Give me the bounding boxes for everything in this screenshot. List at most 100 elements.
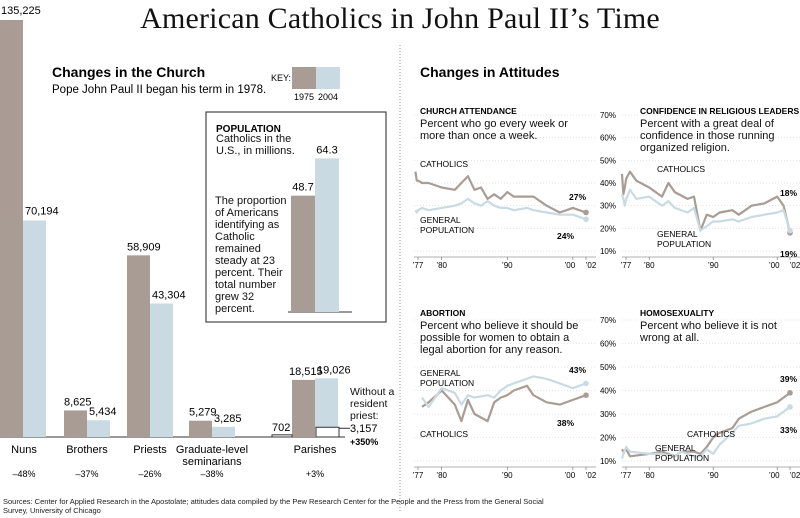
- y-tick-label: 10%: [600, 457, 616, 466]
- x-tick-label: ’80: [644, 261, 655, 270]
- population-bar: [315, 158, 339, 312]
- church-bar: [315, 378, 338, 437]
- series-end-label: 33%: [780, 425, 797, 435]
- population-box: [205, 111, 387, 323]
- sources-note: Sources: Center for Applied Research in …: [3, 497, 544, 515]
- church-category-label: Graduate-level: [176, 444, 248, 456]
- church-change-label: –48%: [12, 469, 35, 479]
- series-name-label: CATHOLICS: [687, 429, 735, 439]
- series-name-label: GENERAL: [655, 443, 696, 453]
- series-name-label: POPULATION: [420, 225, 474, 235]
- main-title: American Catholics in John Paul II’s Tim…: [140, 2, 660, 35]
- church-category-label: Nuns: [11, 444, 37, 456]
- church-category-label: seminarians: [182, 456, 242, 468]
- church-bar: [189, 420, 212, 437]
- x-tick-label: ’90: [502, 471, 513, 480]
- x-tick-label: ’90: [502, 261, 513, 270]
- series-end-point: [787, 390, 793, 396]
- key-label: KEY:: [271, 73, 291, 83]
- panel-title: HOMOSEXUALITY: [640, 308, 714, 318]
- y-tick-label: 70%: [600, 316, 616, 325]
- population-bar-label: 64.3: [316, 144, 337, 156]
- church-change-label: –26%: [138, 469, 161, 479]
- panel-subtitle-homosexuality: Percent who believe it is not wrong at a…: [640, 320, 777, 344]
- series-line: [621, 392, 791, 458]
- panel-subtitle-confidence: Percent with a great deal of confidence …: [640, 118, 775, 154]
- church-bar: [64, 410, 87, 437]
- y-tick-label: 20%: [600, 224, 616, 233]
- church-bar-label: 135,225: [1, 5, 41, 17]
- series-end-label: 38%: [557, 418, 574, 428]
- church-change-label: –38%: [200, 469, 223, 479]
- key-year-1975: 1975: [294, 92, 314, 102]
- x-tick-label: ’00: [769, 471, 780, 480]
- church-category-label: Parishes: [294, 444, 337, 456]
- church-bar-label: 8,625: [64, 396, 92, 408]
- x-tick-label: ’02: [790, 471, 800, 480]
- series-line: [620, 188, 792, 232]
- series-name-label: CATHOLICS: [420, 429, 468, 439]
- series-name-label: GENERAL: [420, 215, 461, 225]
- y-tick-label: 70%: [600, 111, 616, 120]
- key-year-2004: 2004: [318, 92, 338, 102]
- x-tick-label: ’80: [436, 471, 447, 480]
- y-tick-label: 50%: [600, 363, 616, 372]
- series-name-label: POPULATION: [657, 239, 711, 249]
- church-category-label: Brothers: [66, 444, 108, 456]
- y-tick-label: 50%: [600, 156, 616, 165]
- x-tick-label: ’90: [708, 261, 719, 270]
- x-tick-label: ’80: [436, 261, 447, 270]
- church-bar-label: 3,285: [214, 413, 242, 425]
- panel-subtitle-abortion: Percent who believe it should be possibl…: [420, 320, 579, 356]
- y-tick-label: 10%: [600, 247, 616, 256]
- x-tick-label: ’02: [586, 261, 597, 270]
- population-heading: POPULATION: [216, 124, 281, 135]
- y-tick-label: 30%: [600, 202, 616, 211]
- no-resident-bar: [315, 426, 340, 438]
- series-name-label: GENERAL: [420, 368, 461, 378]
- panel-title: CHURCH ATTENDANCE: [420, 106, 517, 116]
- church-bar: [127, 255, 150, 437]
- x-tick-label: ’00: [769, 261, 780, 270]
- y-tick-label: 60%: [600, 134, 616, 143]
- church-bar: [150, 303, 173, 437]
- no-resident-bar: [271, 434, 293, 438]
- x-tick-label: ’77: [621, 471, 632, 480]
- x-tick-label: ’90: [708, 471, 719, 480]
- series-end-point: [583, 216, 589, 223]
- series-line: [421, 384, 587, 423]
- series-line: [620, 406, 791, 459]
- series-end-label: 27%: [569, 192, 586, 202]
- church-change-label: –37%: [75, 469, 98, 479]
- church-bar-label: 19,026: [317, 364, 351, 376]
- series-end-point: [583, 392, 589, 399]
- panel-title: CONFIDENCE IN RELIGIOUS LEADERS: [640, 106, 799, 116]
- church-bar: [87, 420, 110, 437]
- church-heading: Changes in the Church: [52, 64, 205, 80]
- series-name-label: CATHOLICS: [657, 164, 705, 174]
- x-tick-label: ’77: [413, 261, 424, 270]
- church-bar: [0, 20, 23, 437]
- series-name-label: CATHOLICS: [420, 159, 468, 169]
- panel-title: ABORTION: [420, 308, 465, 318]
- church-bar-label: 18,515: [289, 366, 323, 378]
- church-bar-label: 58,909: [127, 241, 161, 253]
- x-tick-label: ’77: [413, 471, 424, 480]
- series-end-label: 43%: [569, 365, 586, 375]
- church-category-label: Priests: [133, 444, 167, 456]
- series-end-point: [787, 227, 793, 234]
- series-name-label: POPULATION: [420, 378, 474, 388]
- series-name-label: POPULATION: [655, 453, 709, 463]
- no-resident-priest-label: Without a resident priest:: [350, 386, 395, 422]
- church-subtitle: Pope John Paul II began his term in 1978…: [52, 84, 266, 96]
- y-tick-label: 60%: [600, 340, 616, 349]
- series-line: [414, 197, 587, 221]
- no-resident-label: 702: [272, 422, 290, 434]
- series-end-label: 18%: [780, 188, 797, 198]
- series-line: [421, 375, 587, 408]
- panel-subtitle-attendance: Percent who go every week or more than o…: [420, 118, 568, 142]
- church-change-label: +3%: [306, 469, 324, 479]
- series-end-point: [583, 209, 589, 216]
- attitude-charts: 10% 20% 30% 40% 50% 60% 70% ’77 ’80 ’90 ’00 ’02 CHUR…: [413, 106, 800, 480]
